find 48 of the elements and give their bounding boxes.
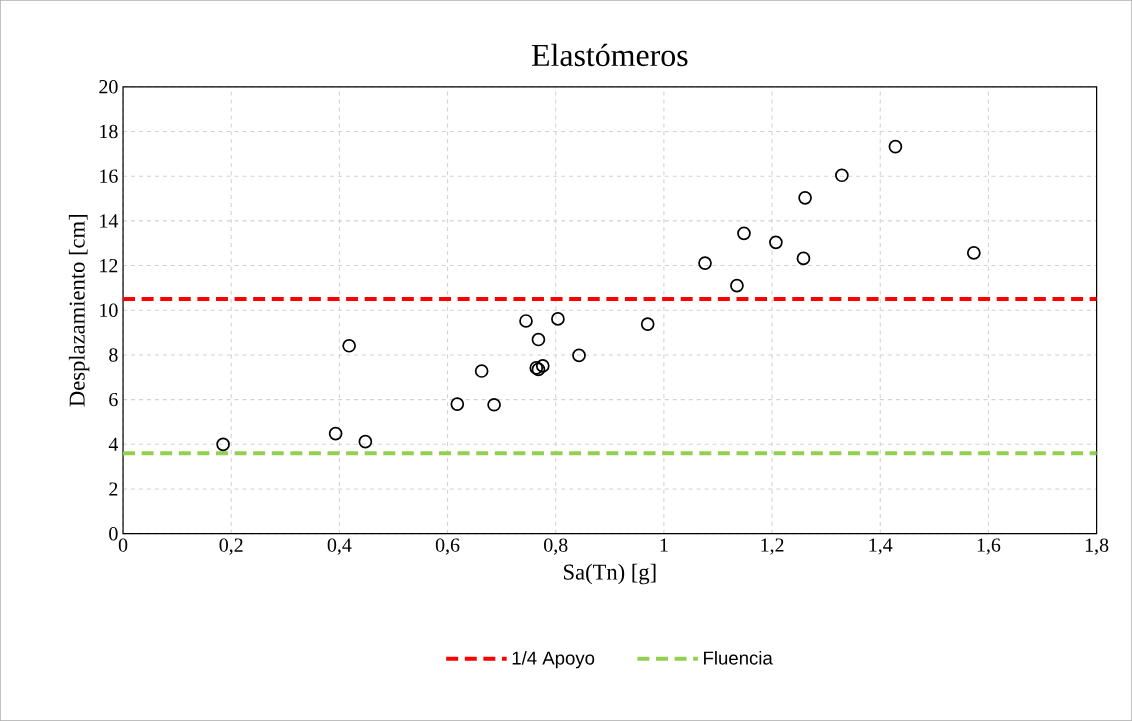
point bbox=[551, 312, 565, 326]
point bbox=[737, 226, 751, 241]
point bbox=[640, 317, 655, 331]
y-tick-label: 16 bbox=[100, 169, 118, 183]
x-axis-title: Sa(Tn) [g] bbox=[564, 563, 656, 585]
x-tick-label: 0,8 bbox=[544, 538, 568, 555]
point bbox=[572, 348, 586, 363]
y-tick-label: 12 bbox=[100, 258, 118, 273]
x-tick-label: 1,4 bbox=[869, 538, 893, 555]
y-tick-label: 14 bbox=[100, 214, 119, 228]
x-tick-label: 0,6 bbox=[435, 538, 460, 555]
x-tick-label: 0,2 bbox=[219, 538, 243, 555]
y-tick-label: 20 bbox=[99, 80, 118, 94]
x-tick-label: 1,6 bbox=[977, 538, 1001, 555]
y-tick-label: 10 bbox=[100, 303, 118, 317]
point bbox=[531, 332, 546, 347]
point bbox=[342, 338, 356, 353]
legend-label: 1/4 Apoyo bbox=[512, 651, 595, 669]
point bbox=[769, 235, 783, 250]
point bbox=[798, 191, 812, 205]
point bbox=[535, 359, 550, 373]
point bbox=[216, 437, 230, 452]
y-tick-label: 4 bbox=[108, 437, 119, 451]
point bbox=[519, 314, 533, 328]
x-tick-label: 0,4 bbox=[327, 538, 352, 555]
point bbox=[835, 168, 849, 183]
point bbox=[966, 245, 981, 260]
point bbox=[450, 397, 465, 411]
point bbox=[487, 397, 501, 412]
x-tick-label: 1,8 bbox=[1085, 538, 1109, 555]
x-tick-label: 1,2 bbox=[761, 538, 784, 555]
point bbox=[358, 434, 373, 449]
legend-label: Fluencia bbox=[704, 651, 773, 665]
y-axis-title: Desplazamiento [cm] bbox=[68, 215, 90, 407]
y-tick-label: 2 bbox=[109, 482, 118, 496]
y-tick-label: 8 bbox=[109, 348, 118, 362]
point bbox=[328, 426, 343, 441]
x-tick-label: 1 bbox=[660, 538, 668, 552]
point bbox=[888, 139, 903, 154]
point bbox=[796, 251, 811, 266]
point bbox=[730, 278, 744, 293]
y-tick-label: 0 bbox=[109, 527, 118, 541]
chart-title: Elastómeros bbox=[531, 43, 688, 67]
y-tick-label: 6 bbox=[109, 392, 118, 407]
point bbox=[698, 256, 712, 270]
y-tick-label: 18 bbox=[100, 124, 118, 139]
point bbox=[474, 364, 489, 378]
x-tick-label: 0 bbox=[118, 538, 128, 552]
